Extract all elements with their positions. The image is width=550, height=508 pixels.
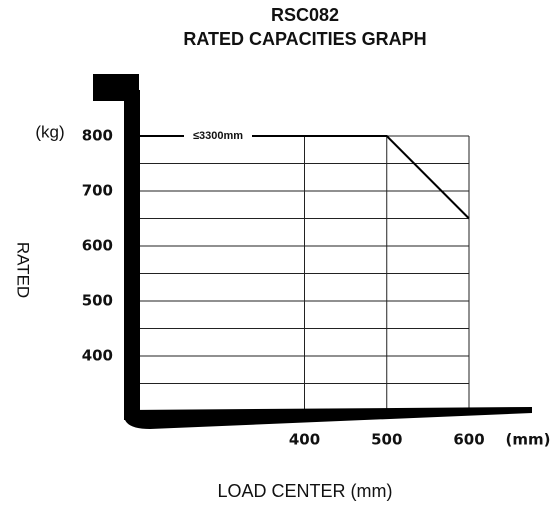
y-tick-label: 600 (82, 237, 113, 255)
x-tick-label: 400 (289, 431, 320, 449)
chart-subtitle: RATED CAPACITIES GRAPH (183, 29, 426, 49)
fork-shape (93, 74, 532, 429)
annotation: ≤3300mm (193, 130, 243, 142)
y-tick-label: 700 (82, 182, 113, 200)
chart-title: RSC082 (271, 5, 339, 25)
y-tick-label: 800 (82, 127, 113, 145)
x-unit: (mm) (506, 431, 550, 449)
y-tick-label: 500 (82, 292, 113, 310)
y-tick-label: 400 (82, 347, 113, 365)
x-tick-label: 600 (453, 431, 484, 449)
x-axis-label: LOAD CENTER (mm) (218, 481, 393, 501)
y-axis-label: RATED (14, 242, 33, 298)
y-unit: (kg) (35, 122, 64, 141)
x-tick-label: 500 (371, 431, 402, 449)
annotation-bg (184, 128, 252, 144)
